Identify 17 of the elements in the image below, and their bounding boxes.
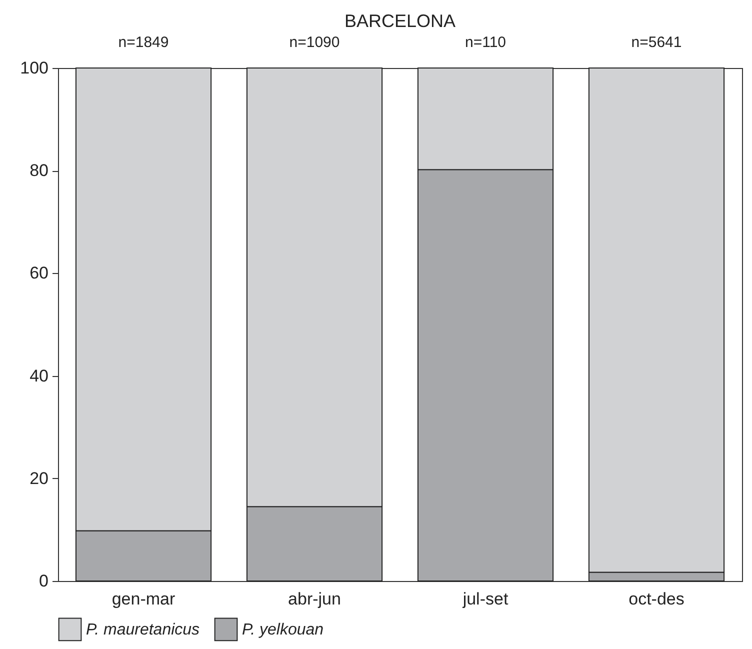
text: n=1849 <box>118 34 169 51</box>
legend-label: P. mauretanicus <box>86 621 200 638</box>
x-tick-label: abr-jun <box>288 590 341 608</box>
x-tick-label: oct-des <box>628 590 684 608</box>
text: n=5641 <box>631 34 682 51</box>
y-tick-label: 20 <box>30 468 48 488</box>
x-tick-label: jul-set <box>462 590 508 608</box>
y-tick-label: 40 <box>30 366 48 386</box>
y-tick-label: 80 <box>30 161 48 180</box>
x-tick-label: gen-mar <box>112 590 176 608</box>
legend-label: P. yelkouan <box>242 621 324 638</box>
y-tick-label: 100 <box>20 58 48 78</box>
y-tick-label: 60 <box>30 264 48 283</box>
text: n=110 <box>464 34 506 51</box>
text: n=1090 <box>289 34 340 51</box>
y-tick-label: 0 <box>39 572 48 590</box>
chart-title: BARCELONA <box>344 11 456 31</box>
